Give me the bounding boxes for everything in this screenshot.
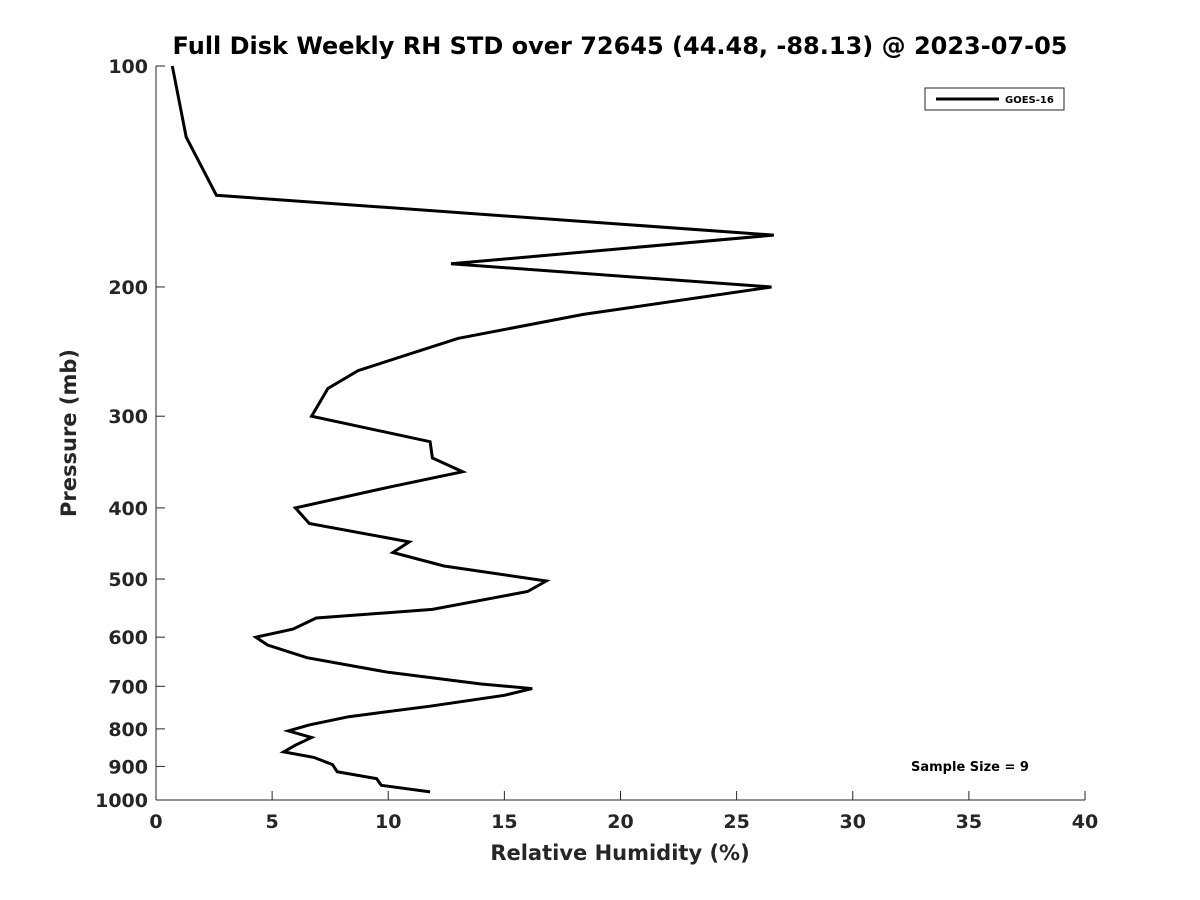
x-tick-label: 10 [375,811,401,833]
x-tick-label: 5 [266,811,279,833]
y-tick-label: 800 [108,719,148,741]
y-tick-label: 600 [108,627,148,649]
x-tick-label: 15 [491,811,517,833]
x-axis-label: Relative Humidity (%) [490,841,749,865]
y-tick-label: 500 [108,569,148,591]
legend-label-goes-16: GOES-16 [1005,95,1054,106]
sample-size-annotation: Sample Size = 9 [911,760,1029,775]
y-tick-label: 400 [108,498,148,520]
x-tick-label: 25 [723,811,749,833]
y-axis-ticks: 100 200 300 400 500 600 700 800 900 1000 [95,56,165,812]
x-tick-label: 30 [840,811,866,833]
y-tick-label: 100 [108,56,148,78]
x-tick-label: 40 [1072,811,1098,833]
y-tick-label: 700 [108,676,148,698]
legend: GOES-16 [924,87,1065,111]
y-tick-label: 200 [108,277,148,299]
y-axis-label: Pressure (mb) [57,349,81,517]
x-tick-label: 35 [956,811,982,833]
series-line-goes-16 [170,65,774,794]
y-tick-label: 300 [108,406,148,428]
chart-title: Full Disk Weekly RH STD over 72645 (44.4… [173,32,1068,60]
x-tick-label: 0 [149,811,162,833]
plot-area: 0 5 10 15 20 25 30 35 40 100 200 300 400 500 600 700 80… [95,56,1098,833]
y-tick-label: 1000 [95,790,148,812]
x-tick-label: 20 [607,811,633,833]
x-axis-ticks: 0 5 10 15 20 25 30 35 40 [149,791,1098,833]
y-tick-label: 900 [108,756,148,778]
